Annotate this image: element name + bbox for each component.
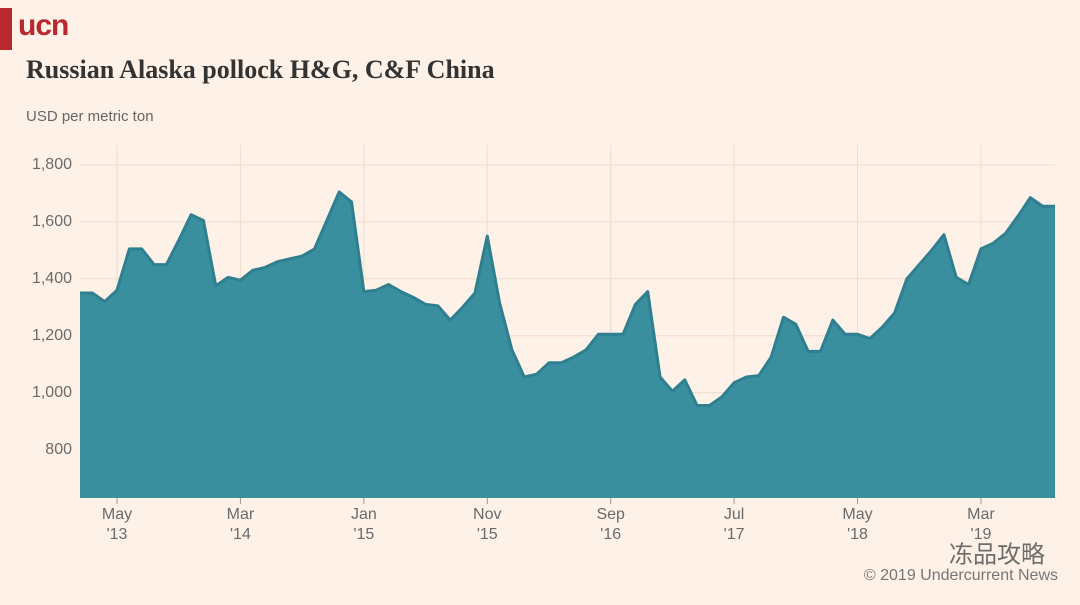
x-tick-sublabel: '13 bbox=[107, 526, 128, 543]
y-tick-label: 1,200 bbox=[32, 327, 72, 344]
x-tick-label: Mar bbox=[967, 506, 995, 523]
y-axis-label: USD per metric ton bbox=[26, 108, 154, 125]
chart-title: Russian Alaska pollock H&G, C&F China bbox=[26, 55, 495, 84]
y-tick-label: 800 bbox=[45, 441, 72, 458]
x-tick-sublabel: '17 bbox=[724, 526, 745, 543]
y-tick-label: 1,600 bbox=[32, 213, 72, 230]
x-tick-label: Nov bbox=[473, 506, 501, 523]
y-tick-label: 1,000 bbox=[32, 384, 72, 401]
x-tick-label: Jul bbox=[724, 506, 744, 523]
x-tick-label: Mar bbox=[227, 506, 255, 523]
y-tick-label: 1,400 bbox=[32, 270, 72, 287]
x-tick-label: Sep bbox=[596, 506, 625, 523]
source: © 2019 Undercurrent News bbox=[864, 567, 1058, 584]
logo-bar bbox=[0, 8, 12, 50]
x-tick-sublabel: '18 bbox=[847, 526, 868, 543]
logo: ucn bbox=[18, 9, 68, 42]
line bbox=[80, 190, 1055, 407]
x-tick-label: May bbox=[842, 506, 872, 523]
x-tick-sublabel: '19 bbox=[971, 526, 992, 543]
y-tick-label: 1,800 bbox=[32, 156, 72, 173]
x-tick-sublabel: '15 bbox=[353, 526, 374, 543]
area bbox=[80, 191, 1055, 498]
x-tick-sublabel: '16 bbox=[600, 526, 621, 543]
watermark: 冻品攻略 bbox=[949, 541, 1045, 568]
x-tick-label: Jan bbox=[351, 506, 377, 523]
x-tick-sublabel: '15 bbox=[477, 526, 498, 543]
x-tick-sublabel: '14 bbox=[230, 526, 251, 543]
x-tick-label: May bbox=[102, 506, 132, 523]
